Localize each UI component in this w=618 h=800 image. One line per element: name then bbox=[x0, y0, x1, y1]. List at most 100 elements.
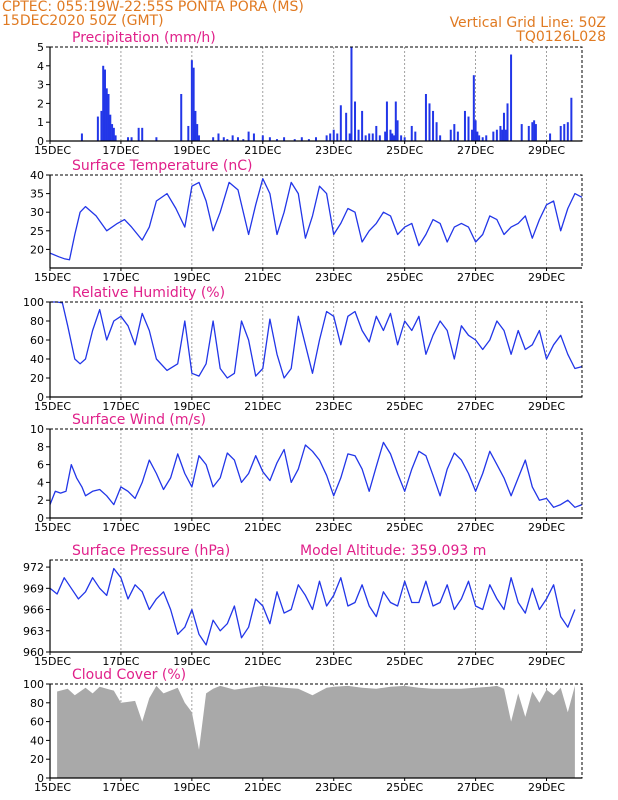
x-tick-label: 27DEC bbox=[457, 655, 494, 668]
precip-bar bbox=[107, 94, 110, 141]
precip-bar bbox=[190, 60, 193, 141]
precip-bar bbox=[428, 103, 431, 141]
x-tick-label: 25DEC bbox=[386, 144, 423, 157]
x-tick-label: 23DEC bbox=[315, 144, 352, 157]
y-tick-label: 1 bbox=[37, 116, 44, 129]
x-tick-label: 15DEC bbox=[34, 271, 71, 284]
precip-bar bbox=[463, 110, 466, 141]
y-tick-label: 60 bbox=[30, 716, 44, 729]
y-tick-label: 20 bbox=[30, 753, 44, 766]
precip-bar bbox=[506, 103, 509, 141]
y-tick-label: 25 bbox=[30, 225, 44, 238]
x-tick-label: 29DEC bbox=[528, 144, 565, 157]
precip-bar bbox=[268, 137, 271, 141]
y-tick-label: 60 bbox=[30, 334, 44, 347]
precip-bar bbox=[197, 135, 200, 141]
precip-bar bbox=[364, 135, 367, 141]
wind-series-line bbox=[49, 441, 583, 508]
x-tick-label: 19DEC bbox=[173, 144, 210, 157]
x-tick-label: 15DEC bbox=[34, 521, 71, 534]
y-tick-label: 0 bbox=[37, 391, 44, 404]
precip-bar bbox=[533, 120, 536, 141]
x-tick-label: 29DEC bbox=[528, 271, 565, 284]
precip-bar bbox=[414, 131, 417, 141]
precip-bar bbox=[504, 129, 507, 141]
precip-bar bbox=[339, 105, 342, 141]
precip-bar bbox=[192, 67, 195, 141]
cloud-cover-area bbox=[57, 685, 575, 778]
x-tick-label: 27DEC bbox=[457, 521, 494, 534]
x-tick-label: 21DEC bbox=[244, 271, 281, 284]
x-tick-label: 17DEC bbox=[102, 400, 139, 413]
y-tick-label: 100 bbox=[23, 678, 44, 691]
x-tick-label: 21DEC bbox=[244, 521, 281, 534]
precip-bar bbox=[474, 120, 477, 141]
precip-bar bbox=[375, 125, 378, 141]
precip-bar bbox=[114, 135, 117, 141]
x-tick-label: 21DEC bbox=[244, 144, 281, 157]
y-tick-label: 35 bbox=[30, 188, 44, 201]
precip-bar bbox=[527, 125, 530, 141]
rh-series-line bbox=[50, 301, 583, 379]
precip-bar bbox=[137, 127, 140, 141]
x-tick-label: 23DEC bbox=[315, 521, 352, 534]
temp-frame bbox=[49, 174, 583, 269]
y-tick-label: 8 bbox=[37, 441, 44, 454]
temp-title: Surface Temperature (nC) bbox=[72, 158, 253, 174]
x-tick-label: 29DEC bbox=[528, 655, 565, 668]
precip-bar bbox=[400, 135, 403, 141]
x-tick-label: 17DEC bbox=[102, 271, 139, 284]
precip-frame bbox=[49, 46, 583, 142]
precip-bar bbox=[472, 75, 475, 141]
y-tick-label: 963 bbox=[23, 625, 44, 638]
precip-bar bbox=[212, 137, 215, 141]
precip-bar bbox=[495, 129, 498, 141]
precip-bar bbox=[247, 131, 250, 141]
precip-bar bbox=[332, 129, 335, 141]
x-tick-label: 29DEC bbox=[528, 521, 565, 534]
precip-bar bbox=[325, 135, 328, 141]
precip-bar bbox=[471, 129, 474, 141]
precip-bar bbox=[293, 139, 296, 141]
y-tick-label: 80 bbox=[30, 697, 44, 710]
precip-bar bbox=[155, 137, 158, 141]
precip-bar bbox=[361, 110, 364, 141]
precip-bar bbox=[492, 131, 495, 141]
precip-bar bbox=[410, 125, 413, 141]
y-tick-label: 960 bbox=[23, 646, 44, 659]
precip-bar bbox=[336, 133, 339, 141]
x-tick-label: 23DEC bbox=[315, 271, 352, 284]
precip-bar bbox=[187, 125, 190, 141]
precip-bar bbox=[252, 133, 255, 141]
temp-series-line bbox=[49, 178, 583, 261]
x-tick-label: 15DEC bbox=[34, 655, 71, 668]
x-tick-label: 29DEC bbox=[528, 400, 565, 413]
precip-bar bbox=[105, 88, 108, 141]
precip-bar bbox=[348, 133, 351, 141]
precip-bar bbox=[196, 124, 199, 141]
precip-bar bbox=[501, 129, 504, 141]
x-tick-label: 27DEC bbox=[457, 781, 494, 794]
x-tick-label: 19DEC bbox=[173, 655, 210, 668]
precip-bar bbox=[111, 124, 114, 141]
wind-panel: Surface Wind (m/s) 0 2 4 6 8 10 15DEC 17DEC 19DEC… bbox=[30, 412, 583, 534]
x-tick-label: 15DEC bbox=[34, 144, 71, 157]
y-tick-label: 6 bbox=[37, 459, 44, 472]
x-tick-label: 21DEC bbox=[244, 400, 281, 413]
model-id: TQ0126L028 bbox=[516, 29, 606, 45]
precip-bar bbox=[449, 129, 452, 141]
precip-bar bbox=[329, 133, 332, 141]
precip-bar bbox=[217, 133, 220, 141]
y-tick-label: 0 bbox=[37, 772, 44, 785]
x-tick-label: 23DEC bbox=[315, 781, 352, 794]
precip-bar bbox=[275, 139, 278, 141]
precip-bar bbox=[531, 122, 534, 141]
precip-bar bbox=[300, 137, 303, 141]
precip-bar bbox=[393, 135, 396, 141]
precip-bar bbox=[396, 120, 399, 141]
x-tick-label: 27DEC bbox=[457, 400, 494, 413]
y-tick-label: 100 bbox=[23, 296, 44, 309]
x-tick-label: 19DEC bbox=[173, 271, 210, 284]
precip-bar bbox=[226, 139, 229, 141]
